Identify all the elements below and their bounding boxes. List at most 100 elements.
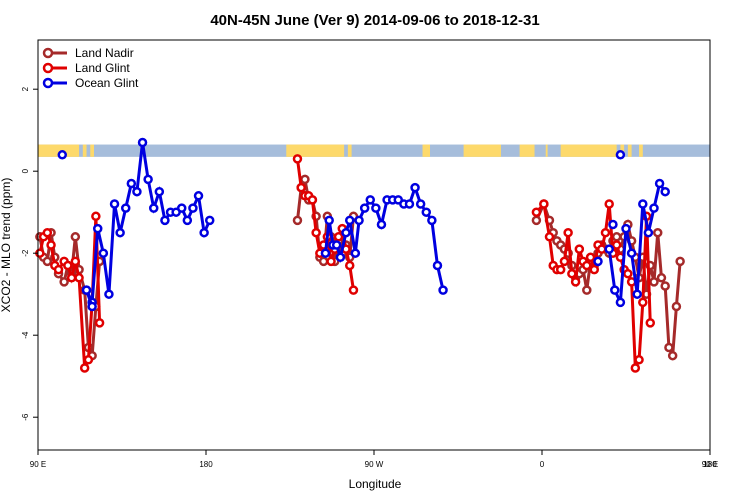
data-point-land-nadir bbox=[611, 232, 622, 242]
data-point-land-glint bbox=[604, 199, 614, 209]
data-point-ocean-glint bbox=[104, 289, 114, 299]
data-point-ocean-glint bbox=[154, 186, 165, 197]
data-point-ocean-glint bbox=[427, 215, 437, 226]
band-land-segment bbox=[82, 144, 87, 157]
x-tick-label: 0 bbox=[540, 460, 545, 469]
data-point-land-nadir bbox=[675, 256, 685, 267]
data-point-land-glint bbox=[94, 318, 105, 328]
data-point-ocean-glint bbox=[621, 223, 631, 234]
chart-title: 40N-45N June (Ver 9) 2014-09-06 to 2018-… bbox=[210, 12, 539, 29]
data-point-land-glint bbox=[307, 195, 318, 205]
data-point-land-glint bbox=[531, 207, 542, 217]
band-land-segment bbox=[545, 144, 548, 157]
data-point-isolated bbox=[593, 256, 603, 267]
data-point-ocean-glint bbox=[126, 178, 137, 189]
data-point-ocean-glint bbox=[604, 244, 614, 254]
data-point-segment bbox=[87, 301, 97, 312]
legend-swatch-marker bbox=[42, 77, 54, 89]
band-land-segment bbox=[347, 144, 352, 157]
data-point-ocean-glint bbox=[615, 297, 626, 308]
data-point-ocean-glint bbox=[98, 248, 109, 258]
data-point-ocean-glint bbox=[137, 137, 148, 148]
data-point-land-glint bbox=[567, 268, 577, 279]
band-land-segment bbox=[90, 144, 94, 157]
data-point-land-nadir bbox=[667, 350, 678, 361]
data-point-ocean-glint bbox=[148, 203, 159, 213]
legend-label: Land Nadir bbox=[75, 46, 134, 60]
band-land-segment bbox=[519, 144, 535, 157]
data-point-land-glint bbox=[630, 363, 641, 373]
data-point-land-nadir bbox=[300, 174, 310, 185]
data-point-land-glint bbox=[570, 277, 581, 287]
data-point-ocean-glint bbox=[92, 223, 103, 234]
data-point-land-nadir bbox=[671, 301, 682, 312]
plot-area bbox=[35, 137, 710, 373]
data-point-land-glint bbox=[582, 260, 592, 271]
data-point-land-glint bbox=[66, 273, 77, 283]
data-point-ocean-glint bbox=[335, 252, 346, 263]
data-point-land-glint bbox=[63, 260, 73, 271]
band-ocean bbox=[38, 144, 710, 157]
data-point-ocean-glint bbox=[654, 178, 665, 189]
data-point-ocean-glint bbox=[610, 285, 620, 295]
data-point-ocean-glint bbox=[660, 186, 670, 197]
data-point-ocean-glint bbox=[421, 207, 432, 217]
data-point-ocean-glint bbox=[143, 174, 153, 185]
x-tick-label: 90 E bbox=[702, 460, 718, 469]
data-point-land-glint bbox=[348, 285, 359, 295]
x-tick-label: 180 bbox=[703, 460, 717, 469]
data-point-land-glint bbox=[70, 256, 81, 267]
data-point-land-glint bbox=[585, 252, 596, 263]
data-point-land-nadir bbox=[652, 227, 663, 238]
data-point-ocean-glint bbox=[160, 215, 170, 226]
data-point-land-glint bbox=[326, 256, 336, 267]
data-point-ocean-glint bbox=[331, 240, 342, 250]
y-tick-label: -4 bbox=[21, 331, 30, 339]
data-point-ocean-glint bbox=[188, 203, 198, 213]
y-tick-label: 0 bbox=[21, 168, 30, 173]
data-point-land-glint bbox=[46, 240, 56, 250]
data-point-land-nadir bbox=[649, 277, 659, 287]
data-point-land-nadir bbox=[664, 342, 674, 353]
data-point-land-glint bbox=[79, 363, 90, 373]
data-point-land-glint bbox=[563, 227, 573, 238]
band-land-segment bbox=[627, 144, 632, 157]
data-point-land-glint bbox=[74, 273, 84, 283]
x-tick-label: 180 bbox=[199, 460, 213, 469]
band-land-segment bbox=[560, 144, 617, 157]
data-point-ocean-glint bbox=[182, 215, 193, 226]
data-point-ocean-glint bbox=[438, 285, 448, 295]
y-axis-label: XCO2 - MLO trend (ppm) bbox=[0, 178, 13, 313]
data-point-ocean-glint bbox=[404, 199, 415, 209]
data-point-isolated bbox=[608, 219, 618, 230]
data-point-land-nadir bbox=[656, 273, 667, 283]
data-point-land-glint bbox=[645, 318, 656, 328]
series-line-land-glint bbox=[38, 216, 102, 369]
y-tick-label: -2 bbox=[21, 249, 30, 257]
data-point-ocean-glint bbox=[410, 182, 420, 193]
data-point-ocean-glint bbox=[204, 215, 215, 226]
x-tick-label: 90 E bbox=[30, 460, 46, 469]
x-axis-label: Longitude bbox=[349, 477, 402, 491]
data-point-land-glint bbox=[600, 227, 611, 238]
data-point-land-glint bbox=[559, 256, 570, 267]
data-point-ocean-glint bbox=[371, 203, 381, 213]
data-point-ocean-glint bbox=[324, 215, 334, 226]
data-point-land-glint bbox=[42, 227, 53, 238]
data-point-segment bbox=[81, 285, 92, 295]
data-point-ocean-glint bbox=[193, 191, 204, 201]
band-land-segment bbox=[422, 144, 430, 157]
data-point-land-glint bbox=[53, 264, 64, 275]
legend-label: Ocean Glint bbox=[75, 76, 139, 90]
data-point-ocean-glint bbox=[115, 227, 125, 238]
data-point-ocean-glint bbox=[354, 215, 364, 226]
data-point-land-glint bbox=[83, 355, 94, 365]
band-land-segment bbox=[38, 144, 80, 157]
data-point-ocean-glint bbox=[649, 203, 659, 213]
data-point-land-glint bbox=[634, 355, 644, 365]
band-land-segment bbox=[639, 144, 643, 157]
band-land-segment bbox=[286, 144, 318, 157]
